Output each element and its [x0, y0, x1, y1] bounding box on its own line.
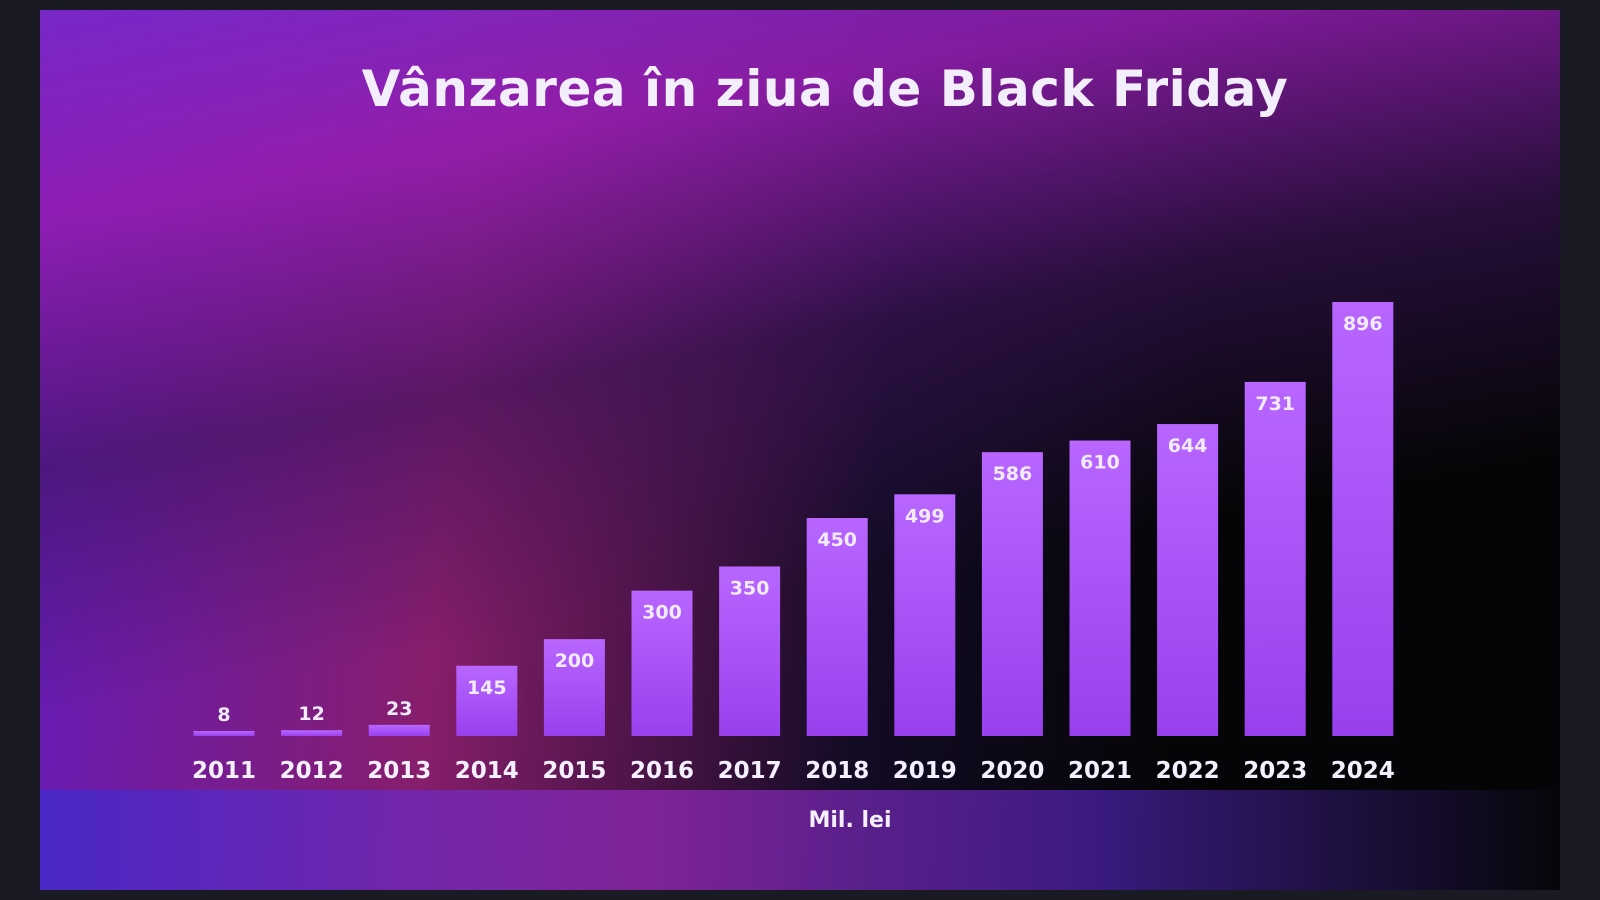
- bar-2024: [1332, 302, 1394, 736]
- bar-value-label: 896: [1343, 313, 1383, 335]
- x-tick-label: 2023: [1243, 758, 1307, 784]
- bar-value-label: 499: [905, 505, 945, 527]
- bar-value-label: 300: [642, 602, 682, 624]
- x-tick-label: 2020: [980, 758, 1044, 784]
- bar-value-label: 350: [730, 577, 770, 599]
- bar-2021: [1069, 440, 1131, 736]
- chart-title: Vânzarea în ziua de Black Friday: [361, 60, 1289, 118]
- bar-2016: [631, 590, 693, 736]
- x-tick-label: 2011: [192, 758, 256, 784]
- bar-2013: [368, 724, 430, 736]
- x-tick-label: 2019: [893, 758, 957, 784]
- x-tick-label: 2018: [805, 758, 869, 784]
- bar-2020: [981, 452, 1043, 736]
- bar-2012: [281, 730, 343, 736]
- x-tick-label: 2015: [542, 758, 606, 784]
- bar-value-label: 450: [817, 529, 857, 551]
- x-tick-label: 2024: [1331, 758, 1395, 784]
- bar-2014: [456, 665, 518, 736]
- bar-2019: [894, 494, 956, 736]
- bar-value-label: 12: [298, 703, 324, 725]
- bar-2018: [806, 518, 868, 736]
- bar-value-label: 731: [1255, 393, 1295, 415]
- bar-value-label: 23: [386, 698, 412, 720]
- screen-bottom-band: [40, 790, 1560, 890]
- bar-2011: [193, 731, 255, 736]
- screen-background: [40, 10, 1560, 890]
- bar-value-label: 145: [467, 677, 507, 699]
- bar-value-label: 8: [217, 704, 230, 726]
- x-tick-label: 2012: [280, 758, 344, 784]
- bar-value-label: 644: [1168, 435, 1208, 457]
- bar-value-label: 610: [1080, 452, 1120, 474]
- unit-label: Mil. lei: [808, 808, 892, 833]
- x-tick-label: 2021: [1068, 758, 1132, 784]
- x-tick-label: 2017: [718, 758, 782, 784]
- bar-value-label: 200: [555, 650, 595, 672]
- x-tick-label: 2016: [630, 758, 694, 784]
- bar-value-label: 586: [993, 463, 1033, 485]
- x-tick-label: 2013: [367, 758, 431, 784]
- bar-2015: [543, 639, 605, 736]
- x-tick-label: 2022: [1156, 758, 1220, 784]
- bar-2017: [719, 566, 781, 736]
- bar-2023: [1244, 381, 1306, 736]
- bar-2022: [1157, 424, 1219, 736]
- x-tick-label: 2014: [455, 758, 519, 784]
